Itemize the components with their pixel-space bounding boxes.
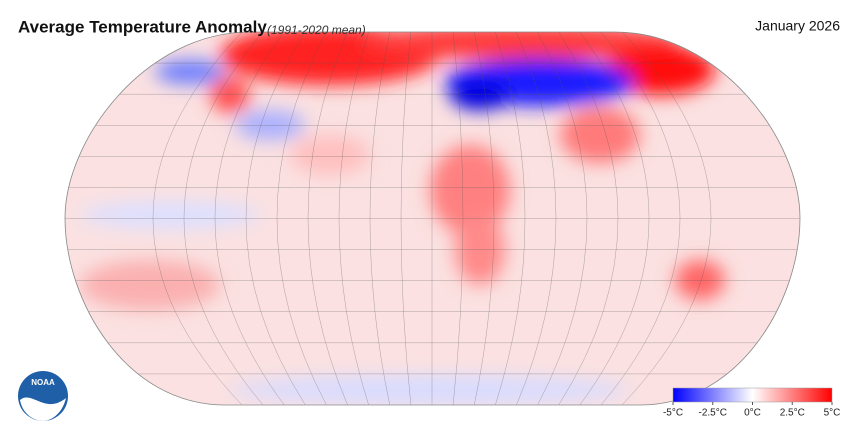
noaa-logo: NOAA xyxy=(18,371,68,421)
colorbar-bar xyxy=(672,387,833,403)
meridian xyxy=(369,32,390,405)
logo-text: NOAA xyxy=(31,378,55,387)
meridian xyxy=(183,32,264,405)
meridian xyxy=(152,32,243,405)
meridian xyxy=(400,32,412,405)
meridian xyxy=(214,32,285,405)
meridian xyxy=(495,32,526,405)
colorbar-tick-label: 2.5°C xyxy=(780,408,805,419)
meridian xyxy=(474,32,495,405)
meridian xyxy=(516,32,557,405)
subtitle: (1991-2020 mean) xyxy=(267,23,366,37)
meridian xyxy=(245,32,306,405)
colorbar-tick-label: -2.5°C xyxy=(699,408,727,419)
meridian xyxy=(276,32,327,405)
colorbar-tick-label: 5°C xyxy=(824,408,841,419)
colorbar-tick-label: 0°C xyxy=(744,408,761,419)
title: Average Temperature Anomaly xyxy=(18,17,267,36)
meridian xyxy=(621,32,712,405)
anomaly-shading xyxy=(80,32,725,405)
date: January 2026 xyxy=(755,18,840,34)
colorbar: -5°C -2.5°C 0°C 2.5°C 5°C xyxy=(663,387,841,419)
anomaly-map xyxy=(65,32,800,405)
meridian xyxy=(307,32,348,405)
meridian xyxy=(600,32,681,405)
graticule xyxy=(65,32,800,405)
colorbar-tick-label: -5°C xyxy=(663,408,683,419)
meridian xyxy=(558,32,619,405)
meridian xyxy=(579,32,650,405)
meridian xyxy=(452,32,464,405)
meridian xyxy=(537,32,588,405)
meridian xyxy=(338,32,369,405)
